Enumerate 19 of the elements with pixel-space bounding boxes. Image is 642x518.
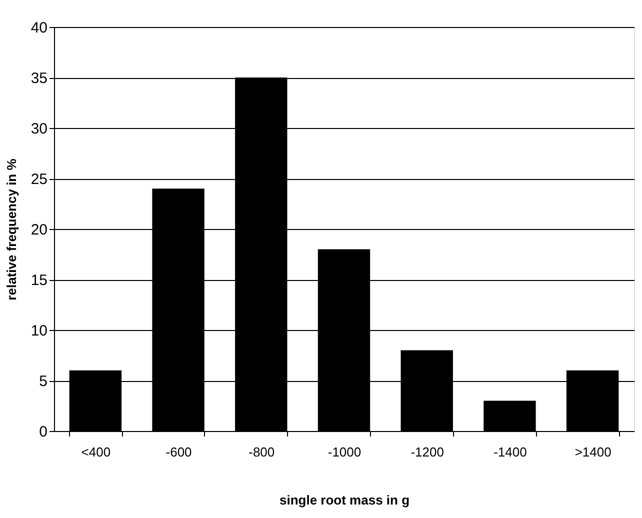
x-tick-label: -1000 <box>328 444 362 460</box>
bar <box>484 400 536 431</box>
x-axis-title: single root mass in g <box>279 492 410 508</box>
y-axis-title: relative frequency in % <box>4 158 19 300</box>
y-tick-label: 5 <box>39 373 48 390</box>
x-tick-label: >1400 <box>574 444 612 460</box>
y-tick-label: 25 <box>30 171 48 188</box>
y-tick-label: 15 <box>30 272 48 289</box>
y-tick-label: 0 <box>39 424 48 440</box>
x-tick-label: -800 <box>248 444 275 460</box>
x-tick-label: -600 <box>166 444 192 460</box>
y-tick-label: 10 <box>30 322 48 340</box>
y-tick-label: 20 <box>30 222 48 238</box>
x-tick-label: <400 <box>81 444 111 460</box>
x-tick-label: -1200 <box>410 444 444 460</box>
y-tick-label: 35 <box>30 70 48 87</box>
y-tick-label: 40 <box>30 20 48 36</box>
y-tick-label: 30 <box>30 120 48 138</box>
x-tick-label: -1400 <box>494 444 527 460</box>
